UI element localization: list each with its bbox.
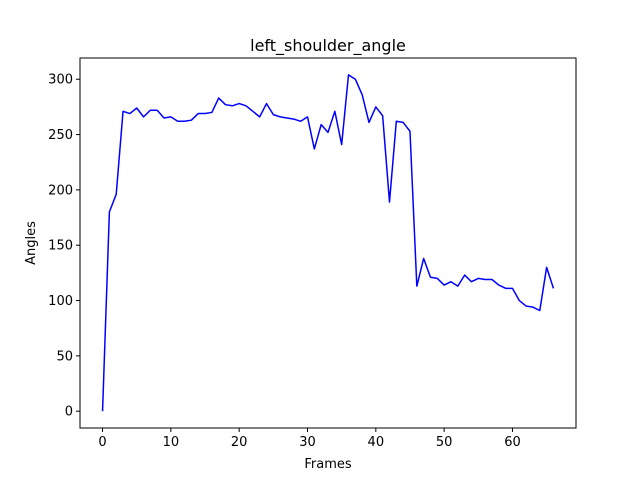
x-axis-label: Frames (304, 457, 352, 472)
y-tick-label: 50 (56, 349, 73, 364)
x-tick-label: 30 (299, 435, 316, 450)
y-tick-label: 100 (48, 294, 73, 309)
x-tick-label: 0 (98, 435, 106, 450)
x-tick-label: 40 (368, 435, 385, 450)
axis-ticks: 0 10 20 30 40 50 60 0 50 100 150 200 250 300 (48, 73, 521, 450)
x-tick-label: 20 (231, 435, 248, 450)
y-axis-label: Angles (24, 221, 39, 265)
x-tick-label: 60 (504, 435, 521, 450)
y-tick-label: 250 (48, 128, 73, 143)
y-tick-label: 150 (48, 239, 73, 254)
series-line (101, 74, 555, 412)
x-tick-label: 10 (163, 435, 180, 450)
chart-title: left_shoulder_angle (250, 36, 406, 56)
axes-frame (79, 57, 577, 429)
plot-area (101, 74, 555, 412)
y-tick-label: 0 (65, 405, 73, 420)
x-tick-label: 50 (436, 435, 453, 450)
y-tick-label: 300 (48, 73, 73, 88)
y-tick-label: 200 (48, 183, 73, 198)
